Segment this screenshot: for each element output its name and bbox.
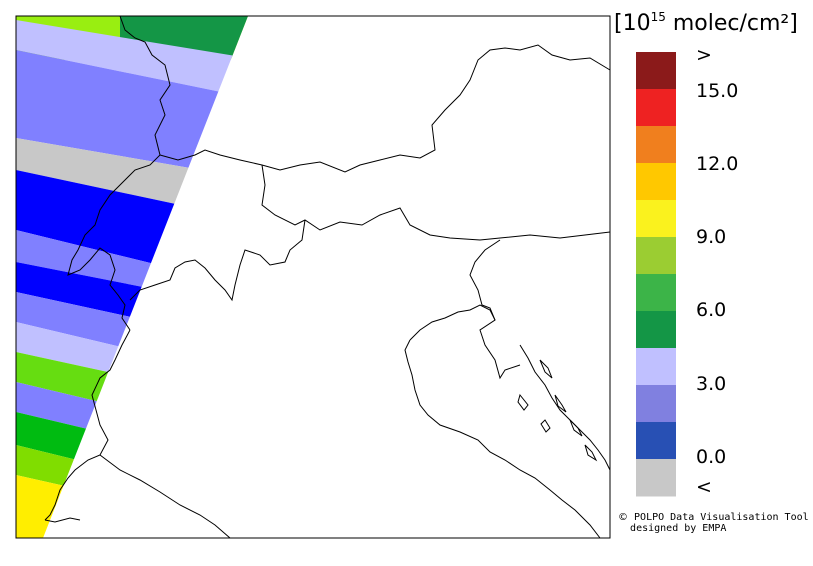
legend-tick-label: 9.0 <box>696 226 727 248</box>
legend-swatch <box>636 459 676 497</box>
copyright-icon: © <box>618 512 628 523</box>
credit-line-2: designed by EMPA <box>630 523 727 534</box>
legend-tick-label: 0.0 <box>696 446 727 468</box>
coastline <box>44 329 131 521</box>
legend-swatch <box>636 200 676 238</box>
legend-swatch <box>636 348 676 386</box>
legend-tick-label: 3.0 <box>696 373 727 395</box>
legend-swatch <box>636 126 676 164</box>
swath-band <box>16 20 248 100</box>
border-line <box>159 44 611 173</box>
legend-tick-label: 12.0 <box>696 153 739 175</box>
legend-top-label: > <box>696 44 712 66</box>
credit-text: © POLPO Data Visualisation Tool designed… <box>618 512 809 534</box>
border-line <box>261 164 611 241</box>
legend-swatch <box>636 89 676 127</box>
legend-unit-label: [1015 molec/cm²] <box>614 10 798 36</box>
legend-tick-label: 15.0 <box>696 80 739 102</box>
legend-swatch <box>636 52 676 90</box>
legend-swatch <box>636 163 676 201</box>
island-outline <box>554 394 567 413</box>
credit-line-1: POLPO Data Visualisation Tool <box>634 512 809 523</box>
island-outline <box>540 419 551 433</box>
coastline <box>404 339 601 539</box>
island-outline <box>517 393 529 411</box>
coastline <box>44 517 81 523</box>
border-line <box>129 219 306 302</box>
coastline <box>519 344 611 471</box>
island-outline <box>539 359 553 379</box>
legend-swatch <box>636 422 676 460</box>
legend-tick-label: 6.0 <box>696 299 727 321</box>
legend-swatch <box>636 274 676 312</box>
island-outline <box>584 444 598 462</box>
swath-band <box>16 475 248 538</box>
legend-swatch <box>636 385 676 423</box>
coastline <box>409 304 496 341</box>
swath-band <box>120 16 248 60</box>
coastlines-borders <box>44 15 611 539</box>
border-line <box>469 239 521 380</box>
map-frame <box>15 15 611 539</box>
legend-bottom-label: < <box>696 476 712 498</box>
legend-swatch <box>636 237 676 275</box>
legend-swatch <box>636 311 676 349</box>
border-line <box>67 15 171 331</box>
coastline <box>99 454 231 539</box>
legend-colorbar <box>636 52 676 497</box>
island-outline <box>569 419 583 437</box>
